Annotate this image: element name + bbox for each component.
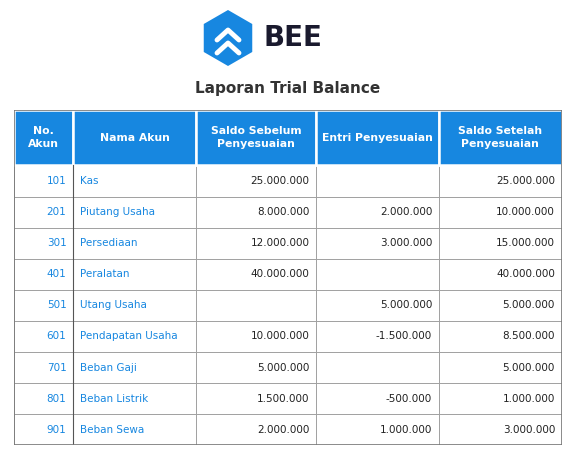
Text: 1.500.000: 1.500.000	[257, 394, 309, 403]
Text: 701: 701	[47, 363, 66, 373]
Bar	[14, 196, 73, 228]
Bar	[439, 259, 562, 290]
Bar	[73, 259, 196, 290]
Bar	[196, 414, 316, 445]
Text: 25.000.000: 25.000.000	[251, 176, 309, 186]
Text: 10.000.000: 10.000.000	[251, 331, 309, 341]
Text: Beban Gaji: Beban Gaji	[79, 363, 137, 373]
Text: 5.000.000: 5.000.000	[257, 363, 309, 373]
Bar	[196, 228, 316, 259]
Text: 10.000.000: 10.000.000	[496, 207, 555, 217]
Bar	[316, 352, 439, 383]
Text: Persediaan: Persediaan	[79, 238, 137, 248]
Bar	[14, 165, 73, 196]
Bar	[439, 196, 562, 228]
Bar	[316, 165, 439, 196]
Text: Pendapatan Usaha: Pendapatan Usaha	[79, 331, 177, 341]
Text: Peralatan: Peralatan	[79, 269, 129, 279]
Text: 301: 301	[47, 238, 66, 248]
Bar	[73, 321, 196, 352]
Bar	[316, 321, 439, 352]
Bar	[14, 228, 73, 259]
Bar	[14, 110, 73, 165]
Bar	[73, 196, 196, 228]
Bar	[316, 259, 439, 290]
Text: 3.000.000: 3.000.000	[503, 425, 555, 435]
Text: 40.000.000: 40.000.000	[496, 269, 555, 279]
Text: -1.500.000: -1.500.000	[376, 331, 432, 341]
Text: Piutang Usaha: Piutang Usaha	[79, 207, 154, 217]
Bar	[73, 228, 196, 259]
Bar	[73, 290, 196, 321]
Bar	[73, 110, 196, 165]
Text: 1.000.000: 1.000.000	[380, 425, 432, 435]
Bar	[14, 259, 73, 290]
Bar	[14, 352, 73, 383]
Text: 5.000.000: 5.000.000	[380, 300, 432, 310]
Text: 401: 401	[47, 269, 66, 279]
Bar	[73, 414, 196, 445]
Bar	[73, 165, 196, 196]
Text: 12.000.000: 12.000.000	[251, 238, 309, 248]
Text: Beban Sewa: Beban Sewa	[79, 425, 144, 435]
Bar	[73, 383, 196, 414]
Text: 101: 101	[47, 176, 66, 186]
Bar	[439, 290, 562, 321]
Bar	[439, 321, 562, 352]
Text: 25.000.000: 25.000.000	[496, 176, 555, 186]
Bar	[316, 196, 439, 228]
Bar	[316, 110, 439, 165]
Text: 40.000.000: 40.000.000	[251, 269, 309, 279]
Text: Beban Listrik: Beban Listrik	[79, 394, 148, 403]
Bar	[316, 414, 439, 445]
Text: 8.500.000: 8.500.000	[502, 331, 555, 341]
Bar	[196, 352, 316, 383]
Bar	[196, 196, 316, 228]
Text: Kas: Kas	[79, 176, 98, 186]
Text: 1.000.000: 1.000.000	[503, 394, 555, 403]
Text: 15.000.000: 15.000.000	[496, 238, 555, 248]
Text: 5.000.000: 5.000.000	[503, 363, 555, 373]
Bar	[14, 383, 73, 414]
Polygon shape	[204, 10, 252, 66]
Text: 501: 501	[47, 300, 66, 310]
Bar	[196, 383, 316, 414]
Text: 5.000.000: 5.000.000	[503, 300, 555, 310]
Bar	[14, 321, 73, 352]
Text: Utang Usaha: Utang Usaha	[79, 300, 146, 310]
Text: No.
Akun: No. Akun	[28, 126, 59, 149]
Text: 201: 201	[47, 207, 66, 217]
Text: Nama Akun: Nama Akun	[100, 133, 169, 143]
Bar	[196, 290, 316, 321]
Bar	[439, 383, 562, 414]
Bar	[439, 228, 562, 259]
Bar	[14, 290, 73, 321]
Text: Saldo Sebelum
Penyesuaian: Saldo Sebelum Penyesuaian	[211, 126, 301, 149]
Text: 601: 601	[47, 331, 66, 341]
Text: 2.000.000: 2.000.000	[380, 207, 432, 217]
Bar	[439, 165, 562, 196]
Bar	[196, 321, 316, 352]
Bar	[439, 414, 562, 445]
Bar	[73, 352, 196, 383]
Text: 8.000.000: 8.000.000	[257, 207, 309, 217]
Bar	[316, 290, 439, 321]
Text: Saldo Setelah
Penyesuaian: Saldo Setelah Penyesuaian	[458, 126, 542, 149]
Text: 2.000.000: 2.000.000	[257, 425, 309, 435]
Bar	[316, 228, 439, 259]
Text: 801: 801	[47, 394, 66, 403]
Bar	[439, 110, 562, 165]
Text: -500.000: -500.000	[386, 394, 432, 403]
Bar	[439, 352, 562, 383]
Bar	[316, 383, 439, 414]
Bar	[196, 165, 316, 196]
Text: 3.000.000: 3.000.000	[380, 238, 432, 248]
Bar	[196, 110, 316, 165]
Bar	[14, 414, 73, 445]
Text: BEE: BEE	[264, 24, 323, 52]
Text: Entri Penyesuaian: Entri Penyesuaian	[322, 133, 433, 143]
Text: Laporan Trial Balance: Laporan Trial Balance	[195, 82, 381, 96]
Text: 901: 901	[47, 425, 66, 435]
Bar	[196, 259, 316, 290]
